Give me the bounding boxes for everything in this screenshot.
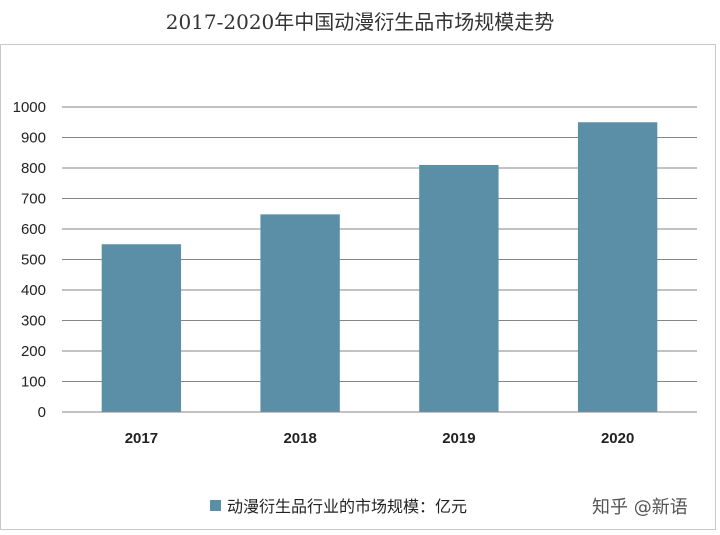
x-axis-labels: 2017 2018 2019 2020: [125, 430, 635, 447]
y-tick-label: 500: [21, 252, 46, 269]
y-tick-label: 400: [21, 282, 46, 299]
y-tick-label: 300: [21, 313, 46, 330]
x-tick-label: 2018: [283, 430, 316, 447]
legend: 动漫衍生品行业的市场规模：亿元: [210, 493, 467, 517]
bars: [101, 122, 658, 412]
legend-swatch: [210, 499, 221, 511]
y-tick-label: 200: [21, 343, 46, 360]
y-tick-label: 100: [21, 374, 46, 391]
legend-label: 动漫衍生品行业的市场规模：亿元: [227, 497, 468, 516]
y-tick-label: 800: [21, 160, 46, 177]
bar-2019: [419, 164, 499, 412]
bar-2020: [577, 122, 658, 412]
x-tick-label: 2019: [442, 430, 475, 447]
y-axis-ticks: 0 100 200 300 400 500 600 700 800 900 1000: [13, 99, 46, 421]
bar-2017: [101, 244, 182, 412]
y-tick-label: 0: [38, 404, 46, 421]
x-tick-label: 2020: [601, 430, 634, 447]
y-tick-label: 600: [21, 221, 46, 238]
watermark: 知乎 @新语: [592, 497, 688, 518]
chart-frame: [0, 44, 716, 530]
y-tick-label: 700: [21, 191, 46, 208]
x-tick-label: 2017: [125, 430, 158, 447]
chart-title: 2017-2020年中国动漫衍生品市场规模走势: [165, 10, 555, 34]
y-tick-label: 1000: [13, 99, 46, 116]
y-tick-label: 900: [21, 130, 46, 147]
bar-2018: [260, 214, 340, 412]
